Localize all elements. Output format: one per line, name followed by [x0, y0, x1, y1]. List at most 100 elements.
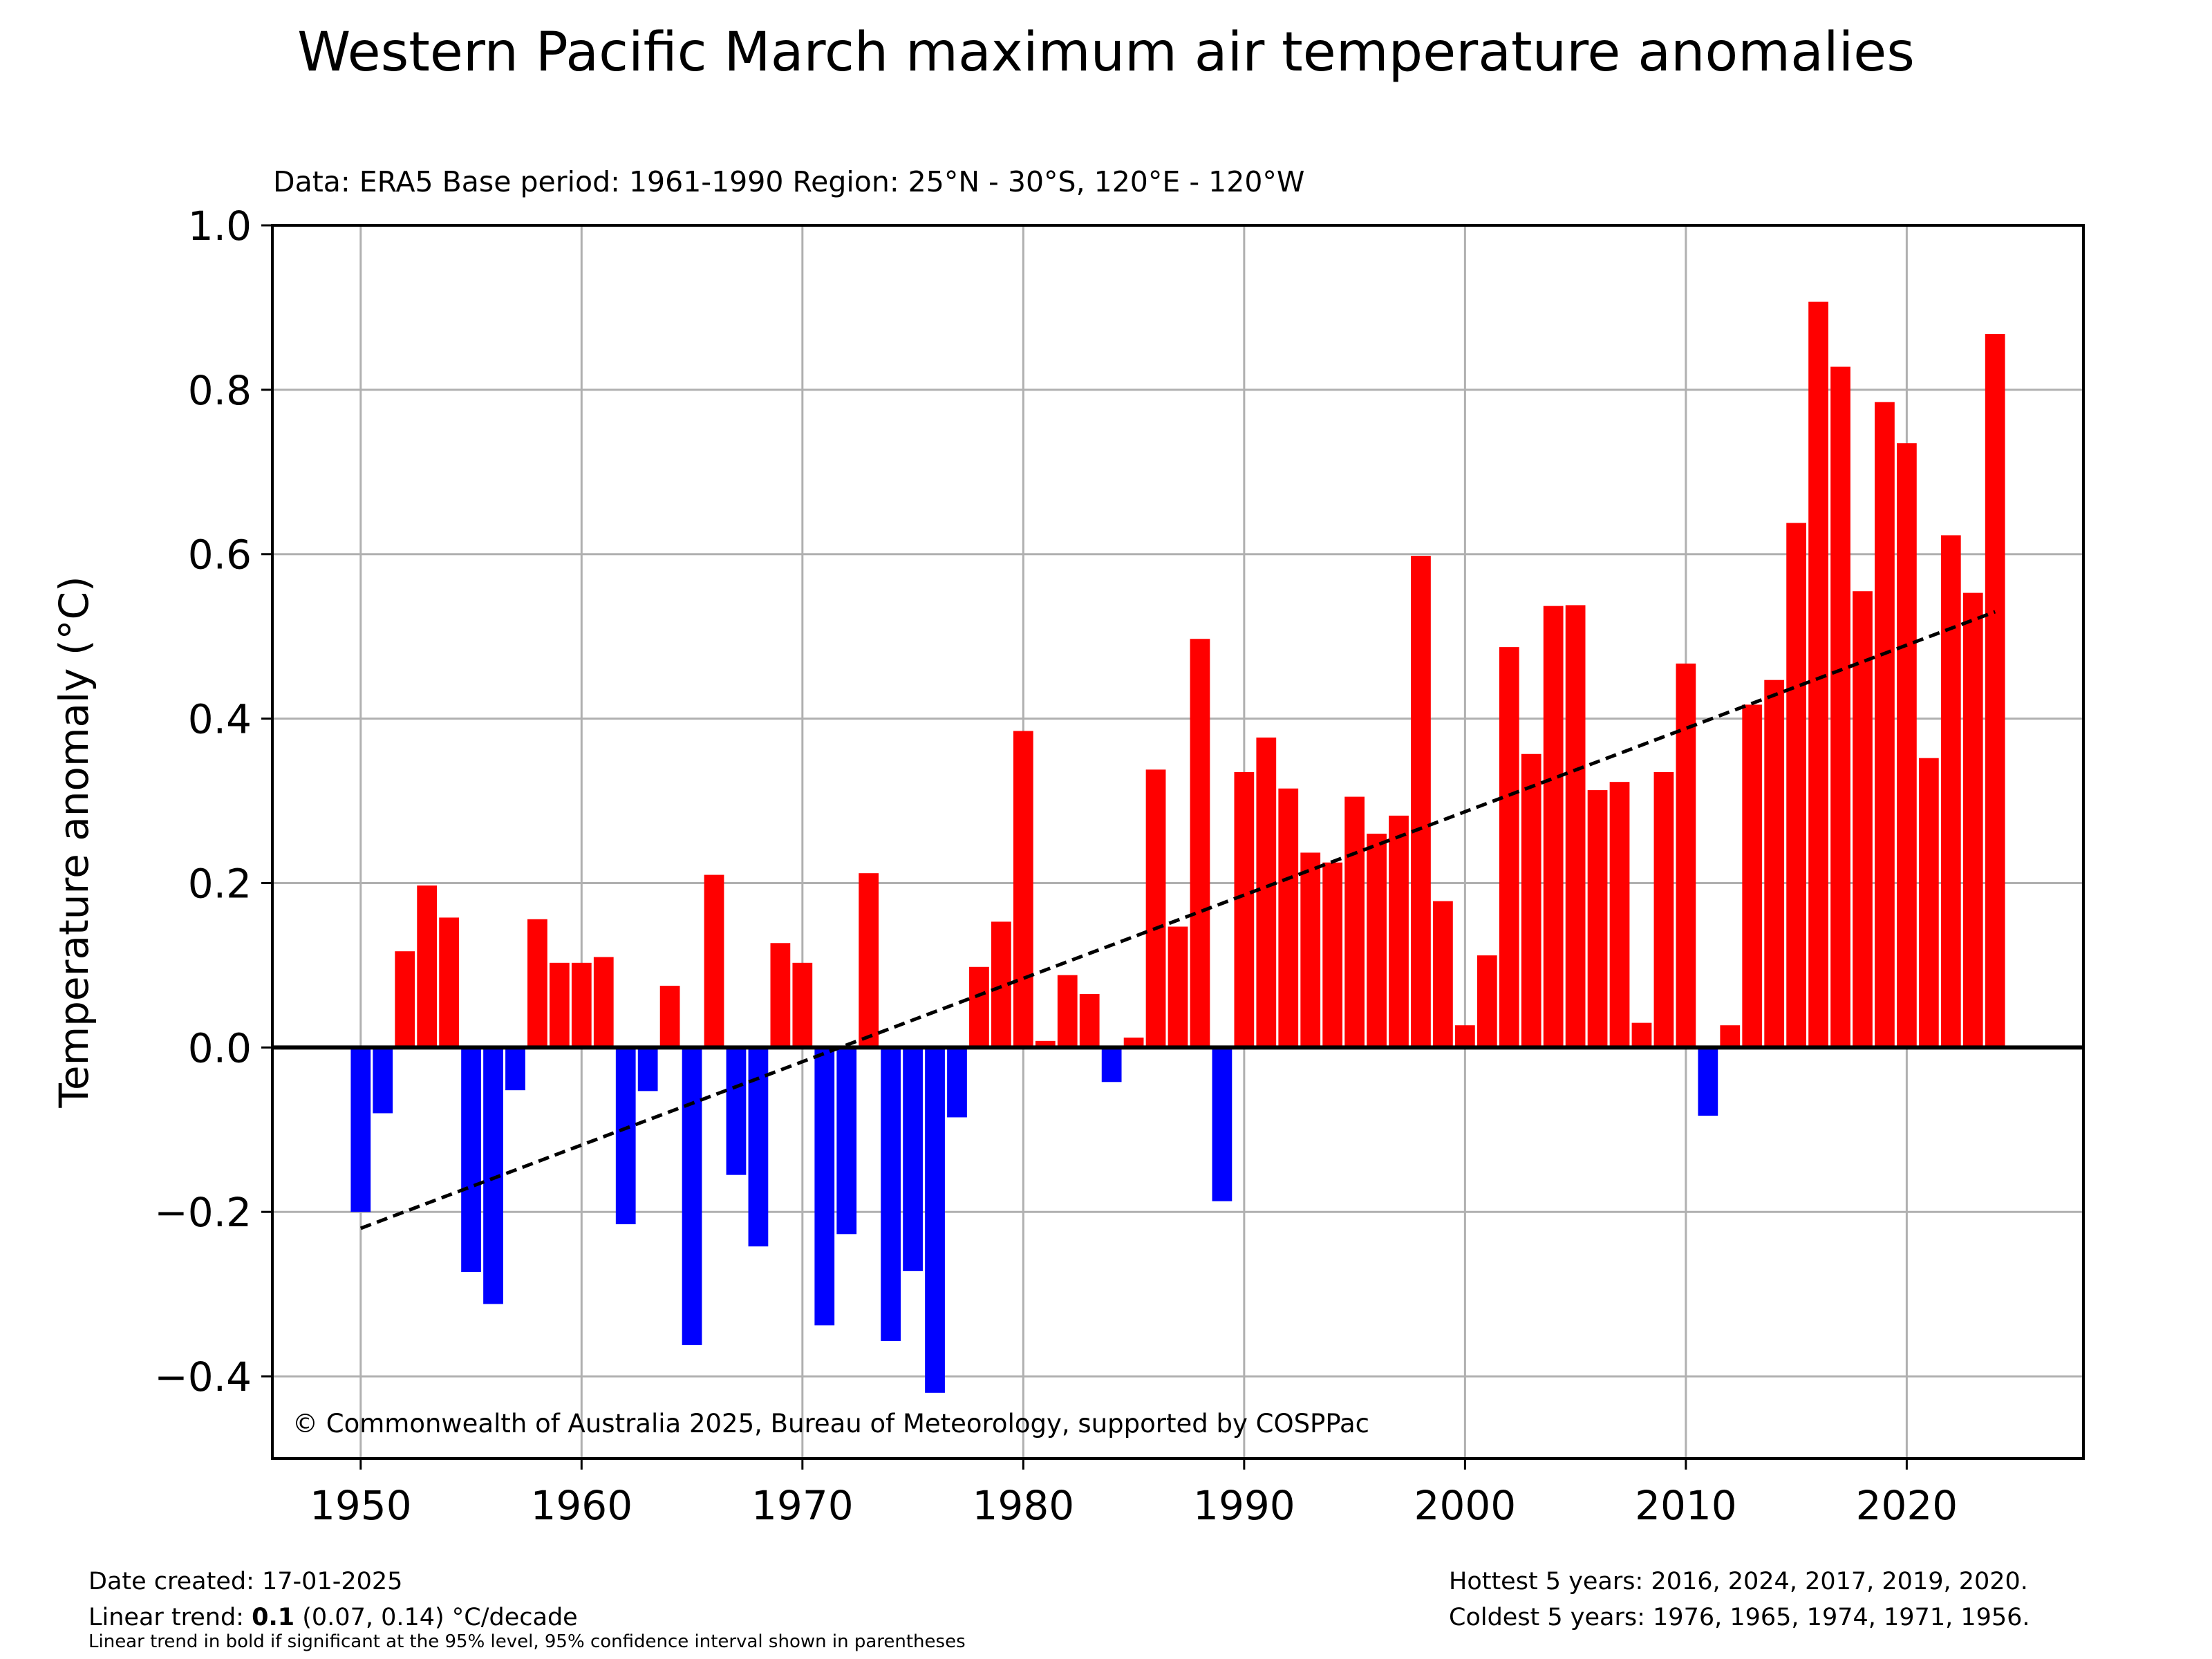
bar-1952 [395, 951, 415, 1048]
bar-1974 [881, 1047, 901, 1341]
y-tick-label: 1.0 [188, 203, 252, 250]
copyright-text: © Commonwealth of Australia 2025, Bureau… [292, 1409, 1369, 1438]
trend-note: Linear trend in bold if significant at t… [88, 1631, 966, 1652]
bar-2011 [1698, 1047, 1718, 1116]
bar-1958 [527, 919, 547, 1048]
linear-trend-value: 0.1 [252, 1604, 295, 1631]
footer-right: Hottest 5 years: 2016, 2024, 2017, 2019,… [1449, 1564, 2030, 1635]
bar-1978 [969, 966, 989, 1048]
bar-1969 [770, 943, 791, 1048]
bar-2013 [1742, 704, 1763, 1048]
bar-1966 [704, 874, 724, 1048]
bar-1971 [814, 1047, 835, 1326]
bar-2018 [1853, 591, 1873, 1048]
hottest-years: Hottest 5 years: 2016, 2024, 2017, 2019,… [1449, 1568, 2028, 1595]
bar-1954 [439, 917, 459, 1048]
y-tick-label: 0.2 [188, 860, 252, 907]
bar-2021 [1918, 758, 1939, 1048]
bar-1981 [1035, 1040, 1056, 1048]
linear-trend-prefix: Linear trend: [88, 1604, 252, 1631]
bar-2009 [1653, 771, 1674, 1048]
x-tick-label: 1980 [973, 1482, 1075, 1529]
bar-1950 [350, 1047, 371, 1212]
bar-2006 [1587, 790, 1608, 1048]
bar-1955 [461, 1047, 481, 1273]
bar-1961 [593, 957, 614, 1048]
bar-2014 [1764, 679, 1785, 1048]
x-tick-label: 2000 [1414, 1482, 1517, 1529]
bar-2023 [1962, 592, 1983, 1048]
bars [350, 301, 2005, 1393]
bar-1993 [1300, 852, 1321, 1048]
bar-1976 [925, 1047, 945, 1393]
bar-2007 [1609, 782, 1630, 1048]
bar-1991 [1256, 737, 1277, 1048]
coldest-years: Coldest 5 years: 1976, 1965, 1974, 1971,… [1449, 1604, 2030, 1631]
bar-1965 [682, 1047, 702, 1345]
date-created: Date created: 17-01-2025 [88, 1568, 403, 1595]
bar-2000 [1454, 1025, 1475, 1048]
plot-frame [271, 224, 2085, 1460]
axes [261, 224, 2085, 1470]
x-tick-label: 1950 [310, 1482, 412, 1529]
bar-2015 [1786, 523, 1807, 1048]
bar-2001 [1477, 955, 1497, 1048]
bar-1987 [1168, 926, 1188, 1048]
bar-1989 [1212, 1047, 1232, 1201]
bar-1990 [1234, 771, 1255, 1048]
x-tick-label: 1970 [751, 1482, 854, 1529]
bar-1982 [1057, 975, 1078, 1048]
bar-1970 [792, 962, 813, 1048]
bar-2003 [1521, 753, 1541, 1048]
bar-1995 [1344, 796, 1365, 1048]
trend-line-group [359, 610, 1996, 1230]
bar-1986 [1145, 769, 1166, 1048]
y-tick-label: −0.2 [154, 1189, 252, 1236]
bar-1988 [1190, 639, 1210, 1048]
bar-2005 [1565, 605, 1586, 1048]
trend-line [359, 610, 1996, 1230]
x-tick-label: 2010 [1635, 1482, 1737, 1529]
bar-1967 [726, 1047, 747, 1175]
bar-1960 [571, 962, 592, 1048]
bar-2012 [1720, 1025, 1741, 1048]
bar-1953 [417, 885, 438, 1048]
y-tick-label: 0.6 [188, 532, 252, 579]
bar-2010 [1676, 663, 1696, 1048]
bar-2004 [1543, 606, 1564, 1048]
bar-1984 [1101, 1047, 1122, 1082]
bar-1996 [1367, 834, 1387, 1048]
bar-2008 [1631, 1022, 1652, 1048]
y-tick-label: 0.0 [188, 1024, 252, 1071]
linear-trend-suffix: (0.07, 0.14) °C/decade [294, 1604, 578, 1631]
bar-1998 [1411, 556, 1431, 1048]
bar-1977 [947, 1047, 967, 1118]
bar-1962 [615, 1047, 636, 1225]
bar-2022 [1940, 535, 1961, 1048]
tick-labels: 1.0 0.8 0.6 0.4 0.2 0.0 −0.2 −0.4 1950 1960 1970 19… [154, 203, 1958, 1529]
bar-1973 [859, 873, 879, 1048]
bar-2024 [1985, 333, 2005, 1048]
bar-1997 [1389, 815, 1409, 1048]
bar-2002 [1499, 647, 1519, 1048]
bar-1994 [1322, 862, 1343, 1048]
bar-1992 [1278, 788, 1299, 1048]
bar-1957 [505, 1047, 525, 1091]
y-tick-label: 0.4 [188, 696, 252, 743]
chart-title: Western Pacific March maximum air temper… [297, 21, 1915, 84]
bar-2019 [1875, 402, 1895, 1048]
bar-1999 [1433, 901, 1453, 1048]
bar-1964 [659, 986, 680, 1048]
bar-1963 [637, 1047, 658, 1091]
bar-1972 [836, 1047, 857, 1235]
bar-2017 [1830, 366, 1850, 1048]
bar-1951 [373, 1047, 393, 1114]
y-tick-label: −0.4 [154, 1353, 252, 1400]
bar-1983 [1079, 994, 1100, 1048]
footer-left: Date created: 17-01-2025 Linear trend: 0… [88, 1564, 578, 1635]
x-tick-label: 1990 [1193, 1482, 1295, 1529]
linear-trend: Linear trend: 0.1 (0.07, 0.14) °C/decade [88, 1600, 578, 1635]
x-tick-label: 2020 [1856, 1482, 1958, 1529]
bar-1985 [1123, 1038, 1144, 1048]
